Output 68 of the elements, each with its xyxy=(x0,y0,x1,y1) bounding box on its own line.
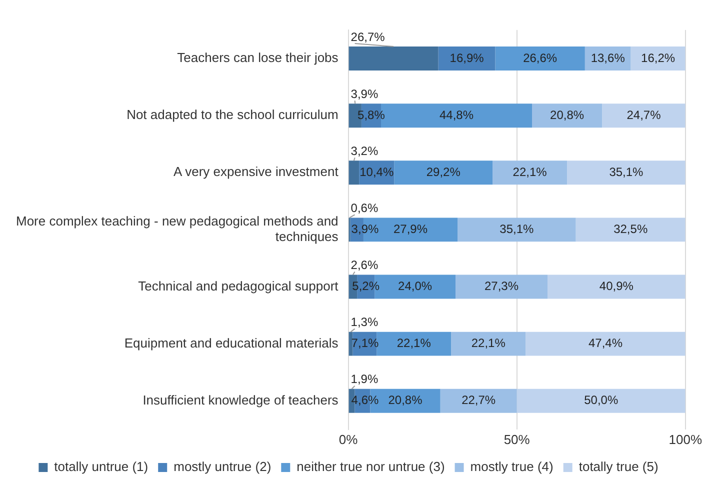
data-label: 26,6% xyxy=(523,50,558,65)
bar xyxy=(376,332,452,356)
bar xyxy=(567,160,686,185)
x-tick-label: 100% xyxy=(668,432,702,447)
y-tick-label: Technical and pedagogical support xyxy=(138,278,339,294)
data-label: 5,2% xyxy=(352,279,380,294)
y-tick-label: Insufficient knowledge of teachers xyxy=(142,392,339,408)
legend-label: neither true nor untrue (3) xyxy=(296,459,445,474)
bar xyxy=(532,104,602,128)
bar xyxy=(526,332,686,356)
bar xyxy=(516,388,686,413)
y-tick-label: Equipment and educational materials xyxy=(124,335,339,350)
x-tick-label: 0% xyxy=(338,432,358,447)
data-label: 24,0% xyxy=(398,279,432,294)
bar xyxy=(455,274,548,299)
y-tick-label: A very expensive investment xyxy=(174,164,339,180)
data-label: 32,5% xyxy=(614,222,648,236)
bar xyxy=(495,46,585,71)
bar xyxy=(602,104,686,128)
data-label: 16,2% xyxy=(641,50,676,65)
data-label: 35,1% xyxy=(609,164,644,179)
data-label: 20,8% xyxy=(388,393,423,408)
data-label: 0,6% xyxy=(350,201,378,216)
bar xyxy=(348,46,438,71)
data-label: 13,6% xyxy=(590,50,626,65)
data-label: 47,4% xyxy=(588,336,623,350)
data-label: 5,8% xyxy=(358,108,386,122)
data-label: 22,1% xyxy=(512,164,548,179)
bar xyxy=(492,160,568,185)
x-tick-label: 50% xyxy=(504,432,530,447)
legend-label: totally true (5) xyxy=(578,459,658,474)
data-label: 10,4% xyxy=(360,164,394,179)
data-label: 2,6% xyxy=(350,258,378,272)
bar xyxy=(394,160,493,185)
legend-label: totally untrue (1) xyxy=(54,459,148,474)
data-label: 26,7% xyxy=(350,30,386,44)
y-tick-label: Teachers can lose their jobs xyxy=(177,50,339,66)
bar xyxy=(548,274,686,299)
bar xyxy=(451,332,526,356)
data-label: 22,1% xyxy=(471,336,506,350)
data-label: 1,9% xyxy=(350,372,378,386)
bar xyxy=(576,218,686,242)
data-label: 4,6% xyxy=(351,393,379,408)
data-label: 3,9% xyxy=(350,86,378,101)
data-label: 24,7% xyxy=(626,108,662,122)
data-label: 16,9% xyxy=(450,50,484,65)
data-label: 3,9% xyxy=(351,222,379,236)
data-label: 1,3% xyxy=(350,315,378,330)
data-label: 3,2% xyxy=(350,144,378,158)
data-label: 29,2% xyxy=(426,164,461,179)
data-label: 50,0% xyxy=(584,393,618,408)
bar xyxy=(440,388,517,413)
bar xyxy=(348,160,360,185)
legend-label: mostly untrue (2) xyxy=(174,459,272,474)
bar xyxy=(438,46,496,71)
data-label: 22,1% xyxy=(396,336,432,350)
data-label: 22,7% xyxy=(462,393,496,408)
data-label: 27,3% xyxy=(484,279,519,294)
legend-label: mostly true (4) xyxy=(470,459,554,474)
data-label: 27,9% xyxy=(393,222,428,236)
y-tick-label: Not adapted to the school curriculum xyxy=(126,107,338,122)
y-tick-label: More complex teaching - new pedagogical methods and techniques xyxy=(16,213,339,244)
data-label: 20,8% xyxy=(550,108,584,122)
data-label: 35,1% xyxy=(500,222,534,236)
bar xyxy=(458,218,576,242)
data-label: 7,1% xyxy=(351,336,379,350)
data-label: 44,8% xyxy=(439,108,474,122)
data-label: 40,9% xyxy=(599,279,634,294)
